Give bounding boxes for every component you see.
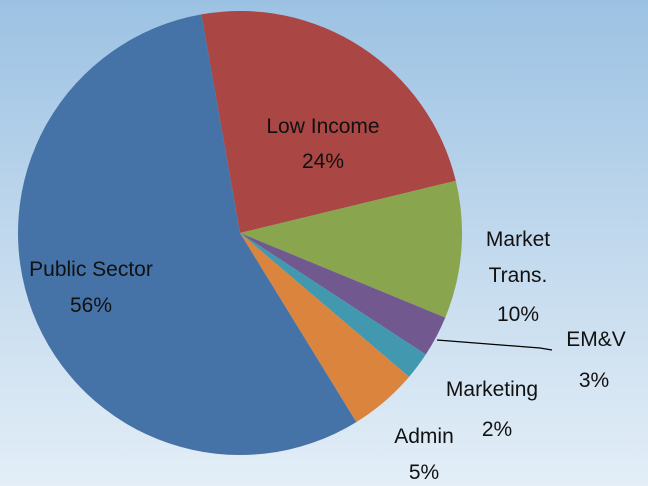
slice-label: Low Income [266,115,380,138]
slice-value-label: 3% [578,369,610,392]
pie-slice [201,11,456,234]
pie-slice [240,180,462,318]
slice-value-label: 24% [301,150,345,173]
leader-line [436,339,553,351]
slice-label: Public Sector [29,258,153,281]
slice-value-label: 5% [408,461,440,484]
pie-slice [240,233,410,423]
pie-slice [17,14,357,456]
slice-value-label: 2% [481,418,513,441]
pie-slice [240,233,426,377]
slice-label: Market Trans. [485,228,551,287]
slice-label: Marketing [445,378,539,401]
pie-slice [240,233,446,355]
slice-value-label: 56% [69,294,113,317]
slice-value-label: 10% [496,303,540,326]
slice-label: Admin [394,425,454,448]
slice-label: EM&V [566,328,626,351]
